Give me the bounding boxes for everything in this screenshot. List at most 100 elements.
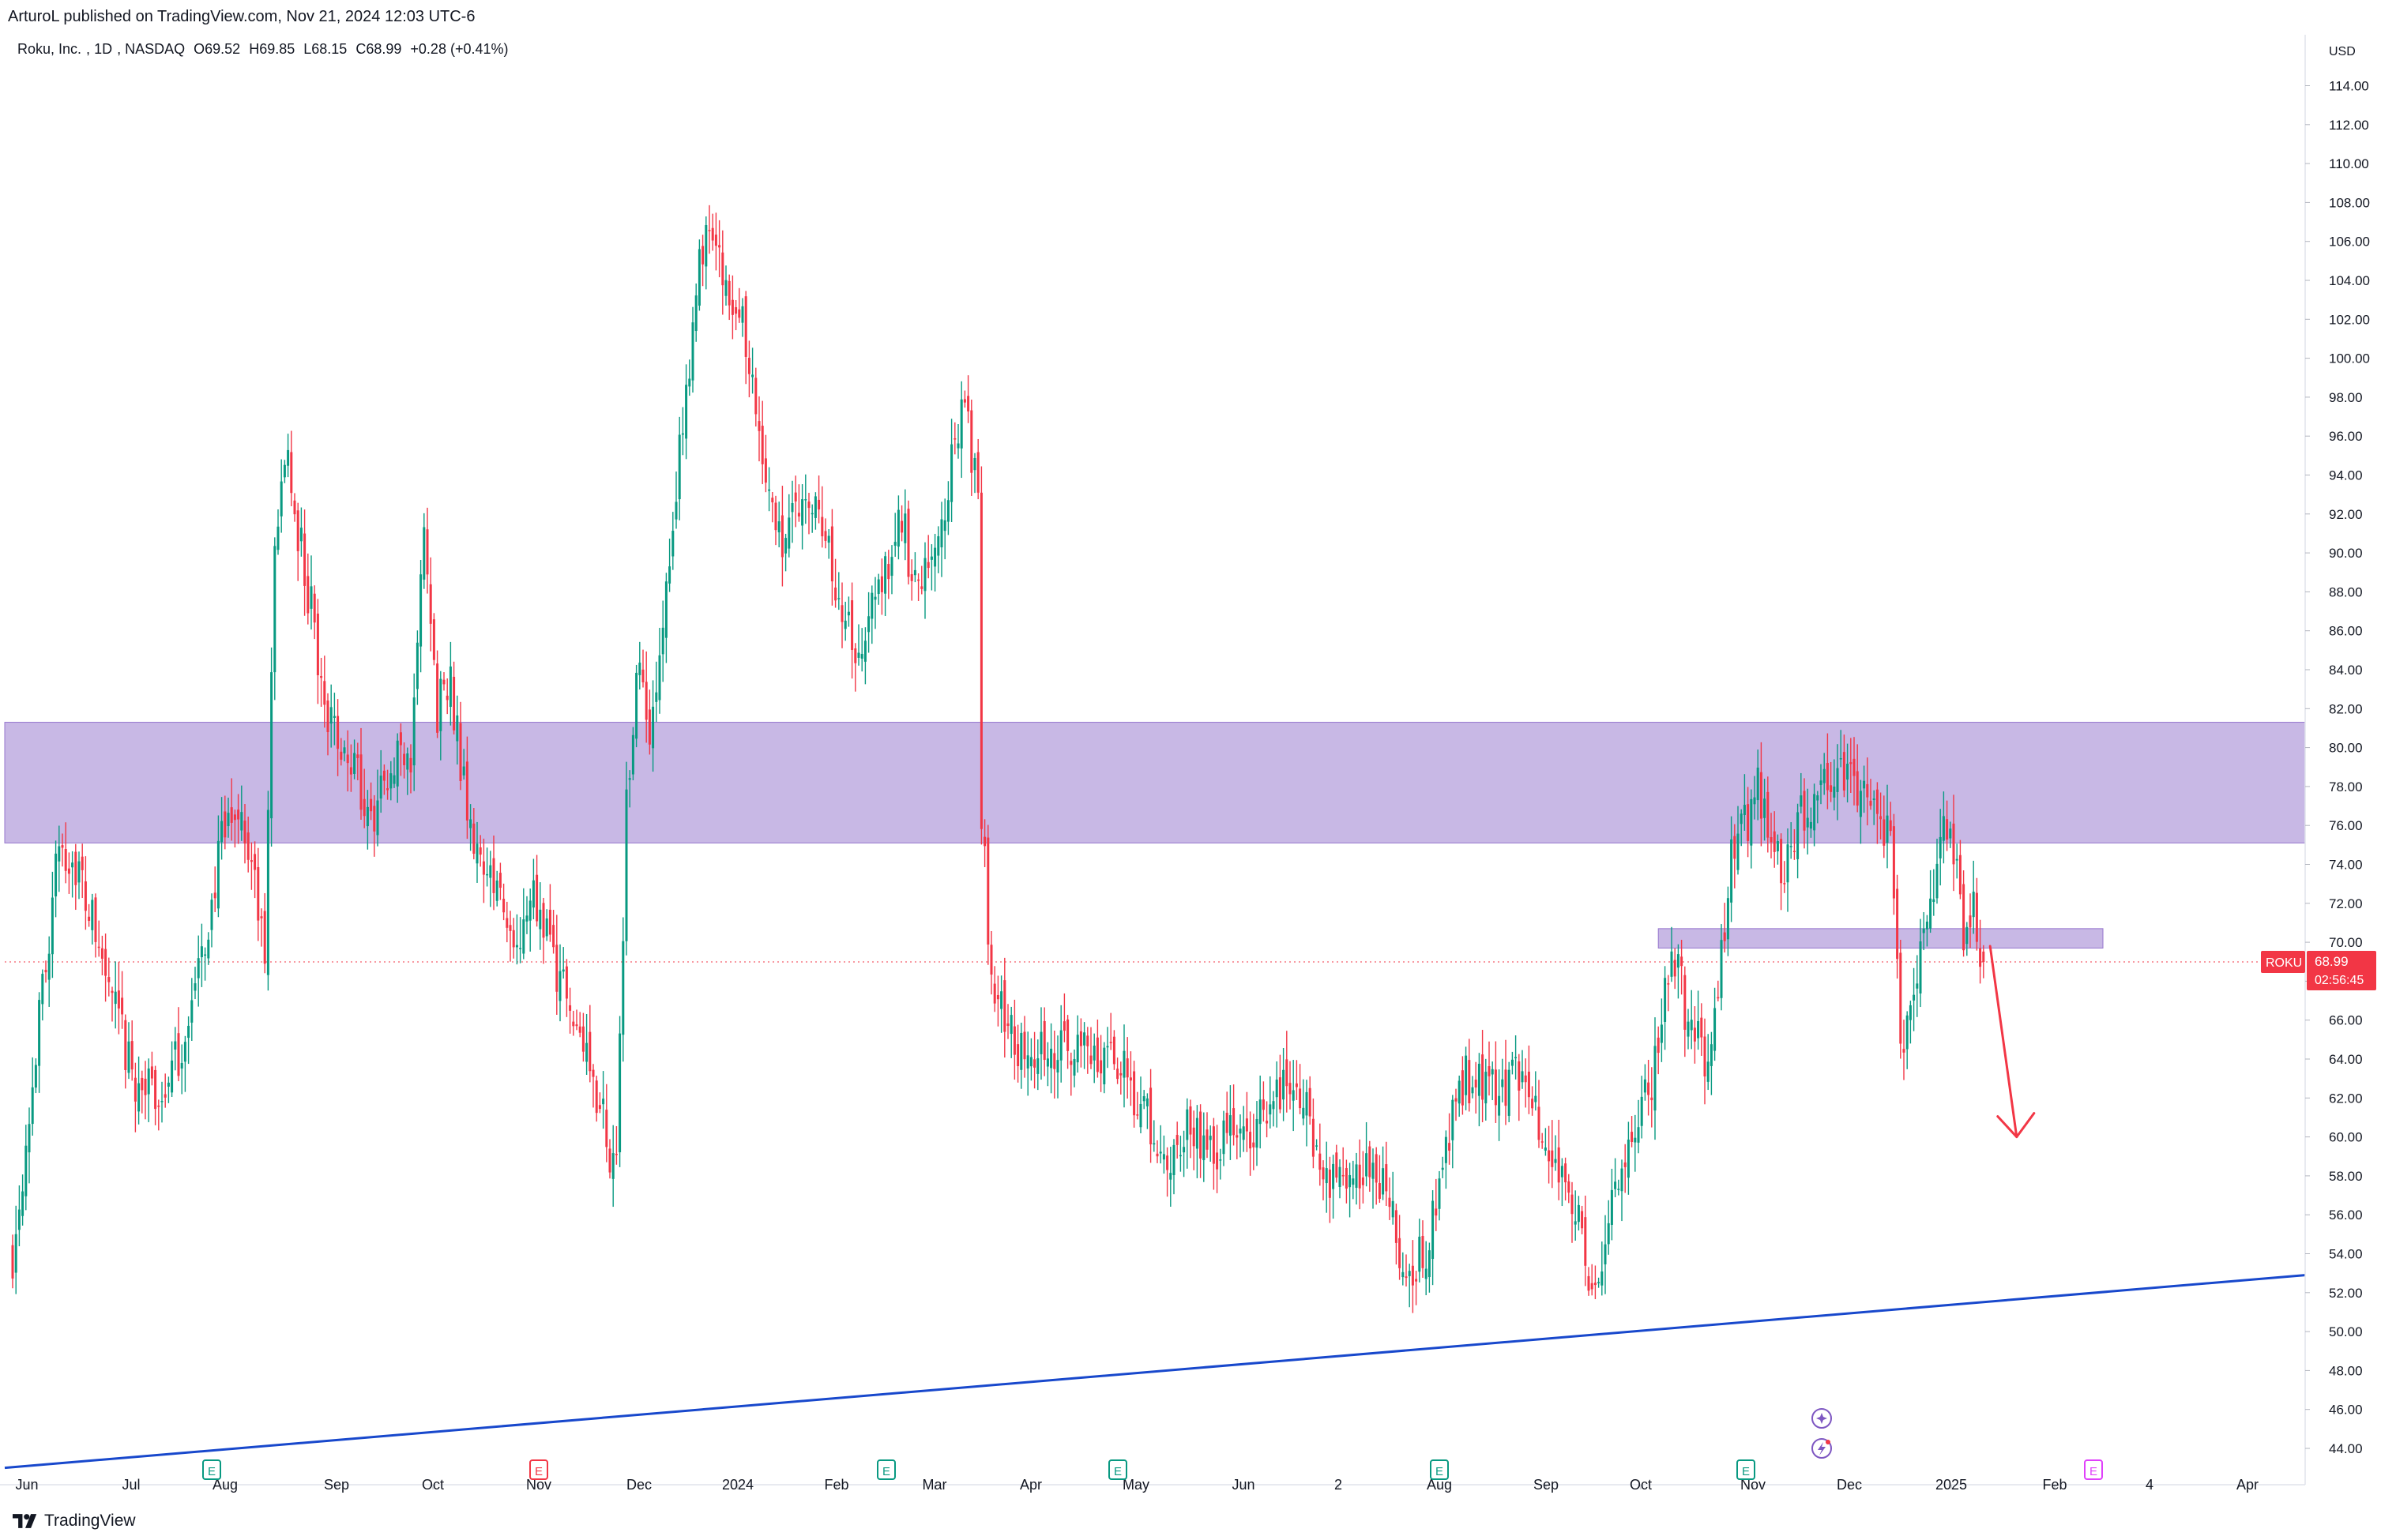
candle-body [811, 513, 814, 515]
tradingview-logo[interactable]: TradingView [13, 1512, 136, 1531]
candle-body [937, 536, 940, 556]
candlestick-chart[interactable]: USD 44.00 46.00 48.00 50.00 52.00 54.00 56.00 58… [0, 35, 2396, 1505]
candle-body [1524, 1075, 1527, 1083]
candle-body [1222, 1120, 1225, 1155]
candle-body [307, 576, 310, 614]
candle-body [316, 613, 319, 676]
candle-body [545, 918, 548, 937]
candle-body [1375, 1154, 1378, 1183]
chart-area[interactable]: USD 44.00 46.00 48.00 50.00 52.00 54.00 56.00 58… [0, 35, 2396, 1505]
candle-body [1826, 763, 1829, 791]
candle-body [396, 740, 399, 787]
candle-body [761, 426, 764, 464]
price-tick-label: 72.00 [2329, 896, 2363, 911]
price-tick-label: 60.00 [2329, 1130, 2363, 1145]
candle-body [698, 249, 701, 306]
candle-body [1886, 815, 1889, 843]
candle-body [1278, 1077, 1281, 1110]
candle-body [1322, 1167, 1325, 1180]
candle-body [1003, 980, 1006, 1032]
candle-body [1026, 1055, 1029, 1069]
time-tick-label: 2 [1334, 1477, 1342, 1493]
candle-body [250, 860, 253, 862]
candle-body [1481, 1054, 1484, 1100]
candle-body [671, 531, 675, 557]
candle-body [652, 706, 655, 749]
last-price-tag: ROKU 68.99 02:56:45 [2261, 950, 2376, 990]
price-tick-label: 102.00 [2329, 312, 2370, 327]
earnings-event-icon[interactable] [2084, 1459, 2103, 1480]
candle-body [147, 1069, 150, 1095]
candle-body [1631, 1132, 1634, 1143]
candle-body [1454, 1098, 1458, 1102]
candle-body [34, 1065, 37, 1088]
candle-body [1029, 1057, 1032, 1067]
down-arrow[interactable] [1988, 945, 2036, 1139]
earnings-event-icon[interactable] [1430, 1459, 1449, 1480]
time-tick-label: Dec [1837, 1477, 1862, 1493]
candle-body [290, 452, 293, 494]
candle-body [927, 562, 930, 569]
candle-body [1348, 1174, 1352, 1188]
price-tick-label: 98.00 [2329, 390, 2363, 405]
candle-body [1783, 883, 1786, 885]
candle-body [207, 939, 210, 959]
earnings-event-icon[interactable] [877, 1459, 896, 1480]
price-axis[interactable]: USD 44.00 46.00 48.00 50.00 52.00 54.00 56.00 58… [2304, 35, 2370, 1485]
candle-body [419, 574, 423, 647]
candle-body [1335, 1152, 1338, 1178]
resistance-zone[interactable] [4, 722, 2306, 843]
candle-body [157, 1105, 160, 1107]
candle-body [1946, 819, 1949, 840]
candle-body [210, 900, 213, 930]
candle-body [1424, 1268, 1427, 1279]
candle-body [55, 853, 58, 897]
candle-body [694, 295, 698, 332]
candle-body [1501, 1079, 1504, 1087]
price-tick-label: 94.00 [2329, 468, 2363, 483]
candle-body [240, 812, 243, 831]
candle-body [1398, 1238, 1401, 1268]
candle-body [124, 1020, 127, 1070]
candle-body [824, 531, 827, 541]
candle-body [1093, 1046, 1096, 1061]
candle-body [257, 867, 260, 921]
price-tick-label: 78.00 [2329, 779, 2363, 794]
candle-body [366, 806, 369, 827]
candle-body [1548, 1150, 1551, 1162]
candle-body [187, 1025, 190, 1039]
earnings-event-icon[interactable] [1736, 1459, 1755, 1480]
candle-body [542, 903, 545, 938]
candle-body [58, 846, 61, 862]
candle-body [1600, 1271, 1604, 1286]
candle-body [94, 897, 97, 942]
candle-body [439, 678, 442, 731]
earnings-event-icon[interactable] [529, 1459, 548, 1480]
price-tick-label: 80.00 [2329, 741, 2363, 756]
candle-body [943, 520, 946, 531]
candle-body [735, 306, 738, 314]
candle-body [1830, 785, 1833, 792]
candle-body [622, 941, 625, 1035]
candle-body [1153, 1143, 1156, 1145]
candle-body [41, 974, 44, 1005]
candle-body [171, 1060, 174, 1093]
candle-body [954, 438, 957, 440]
candle-body [266, 809, 269, 975]
candle-body [1504, 1069, 1507, 1106]
candle-body [97, 946, 100, 948]
candle-body [993, 983, 996, 1004]
candle-body [489, 865, 492, 878]
earnings-event-icon[interactable] [1108, 1459, 1127, 1480]
trendline[interactable] [4, 1274, 2306, 1470]
time-axis[interactable]: Jun Jul Aug Sep Oct Nov Dec 2024 Feb Mar Apr May Jun… [0, 1477, 2305, 1493]
legend-open: O69.52 [194, 41, 241, 57]
support-zone[interactable] [1657, 928, 2104, 948]
candle-body [1949, 828, 1952, 839]
candle-body [1792, 851, 1796, 852]
earnings-event-icon[interactable] [202, 1459, 221, 1480]
candle-body [804, 499, 807, 501]
candle-body [204, 954, 207, 956]
candle-body [1687, 1021, 1690, 1037]
